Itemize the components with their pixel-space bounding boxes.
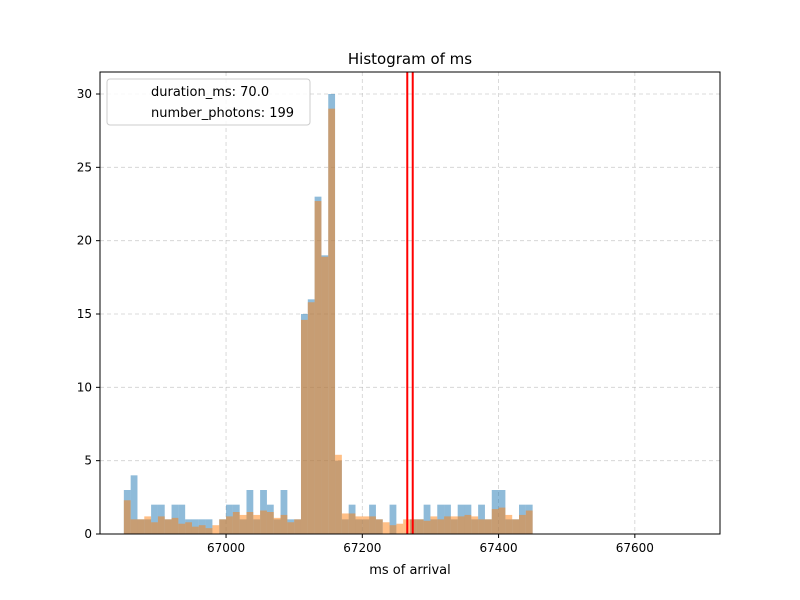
- y-tick-label: 20: [77, 234, 92, 248]
- histogram-bar: [280, 514, 288, 534]
- histogram-bar: [273, 517, 281, 534]
- histogram-bar: [464, 514, 472, 534]
- histogram-bar: [389, 525, 397, 534]
- legend-box: [106, 78, 311, 126]
- histogram-bar: [348, 513, 356, 534]
- y-tick-label: 10: [77, 380, 92, 394]
- histogram-bar: [151, 504, 158, 534]
- histogram-bar: [144, 516, 152, 534]
- histogram-bar: [362, 516, 370, 534]
- y-tick-label: 0: [84, 527, 92, 541]
- histogram-bar: [219, 519, 227, 534]
- x-tick-label: 67000: [207, 541, 245, 555]
- x-axis-ticks: 67000 67200 67400 67600: [207, 534, 654, 555]
- y-tick-label: 25: [77, 160, 92, 174]
- histogram-bar: [151, 522, 158, 534]
- grid-lines: [100, 72, 720, 535]
- histogram-bar: [341, 513, 349, 534]
- histogram-bar: [471, 516, 479, 534]
- histogram-bar: [185, 522, 192, 534]
- histogram-bar: [423, 520, 431, 534]
- histogram-bar: [253, 514, 261, 534]
- legend-entry-duration: duration_ms: 70.0: [151, 85, 269, 100]
- legend: duration_ms: 70.0 number_photons: 199: [106, 78, 311, 126]
- histogram-bar: [498, 507, 506, 534]
- histogram-bar: [178, 504, 186, 534]
- histogram-bar: [226, 516, 233, 534]
- histogram-bar: [484, 519, 492, 534]
- histogram-bar: [423, 504, 431, 534]
- plot-frame: [99, 71, 721, 535]
- x-axis-label: ms of arrival: [369, 563, 451, 578]
- histogram-bar: [335, 454, 342, 534]
- histogram-bar: [246, 512, 254, 534]
- histogram-bar: [491, 509, 499, 534]
- histogram-bar: [430, 516, 438, 534]
- histogram-bar: [416, 519, 424, 534]
- histogram-bar: [355, 516, 363, 534]
- histogram-bar: [191, 519, 199, 534]
- histogram-bar: [519, 514, 526, 534]
- histogram-bar: [280, 490, 288, 534]
- histogram-bar: [191, 526, 199, 534]
- histogram-bar: [444, 516, 451, 534]
- histogram-bar: [164, 519, 172, 534]
- histogram-bar: [130, 475, 138, 534]
- histogram-bar: [389, 504, 397, 534]
- histogram-bar: [382, 522, 390, 534]
- histogram-bar: [266, 512, 274, 534]
- histogram-bar: [437, 519, 445, 534]
- histogram-bar: [450, 516, 458, 534]
- histogram-bar: [375, 519, 383, 534]
- histogram-bar: [369, 516, 376, 534]
- histogram-bar: [294, 519, 301, 534]
- histogram-bar: [314, 201, 322, 535]
- histogram-bar: [321, 256, 329, 534]
- histogram-bar: [205, 519, 213, 534]
- x-tick-label: 67600: [616, 541, 654, 555]
- x-tick-label: 67200: [343, 541, 381, 555]
- histogram-bar: [239, 514, 247, 534]
- legend-entry-photons: number_photons: 199: [151, 106, 294, 121]
- histogram-bar: [525, 510, 533, 534]
- histogram-bar: [171, 517, 179, 534]
- y-axis-ticks: 0 5 10 15 20 25 30: [77, 87, 100, 541]
- histogram-bar: [505, 514, 513, 534]
- histogram-bar: [396, 523, 404, 534]
- histogram-bar: [198, 525, 206, 534]
- histogram-bar: [260, 510, 267, 534]
- marker-lines: [406, 72, 414, 534]
- histogram-bar: [478, 519, 485, 534]
- histogram-bar: [123, 500, 131, 534]
- histogram-bar: [212, 525, 220, 534]
- histogram-bar: [130, 519, 138, 534]
- histogram-bar: [300, 319, 308, 534]
- histogram-bar: [157, 516, 165, 534]
- y-tick-label: 5: [84, 454, 92, 468]
- histogram-bar: [205, 528, 213, 534]
- x-tick-label: 67400: [479, 541, 517, 555]
- histogram-bar: [328, 108, 336, 535]
- y-tick-label: 15: [77, 307, 92, 321]
- y-tick-label: 30: [77, 87, 92, 101]
- histogram-bar: [512, 519, 520, 534]
- histogram-bar: [287, 522, 295, 534]
- histogram-bar: [137, 519, 145, 534]
- histogram-bar: [457, 516, 465, 534]
- histogram-bar: [307, 302, 315, 534]
- chart-title: Histogram of ms: [348, 50, 472, 68]
- histogram-bar: [232, 512, 240, 534]
- histogram-bar: [178, 523, 186, 534]
